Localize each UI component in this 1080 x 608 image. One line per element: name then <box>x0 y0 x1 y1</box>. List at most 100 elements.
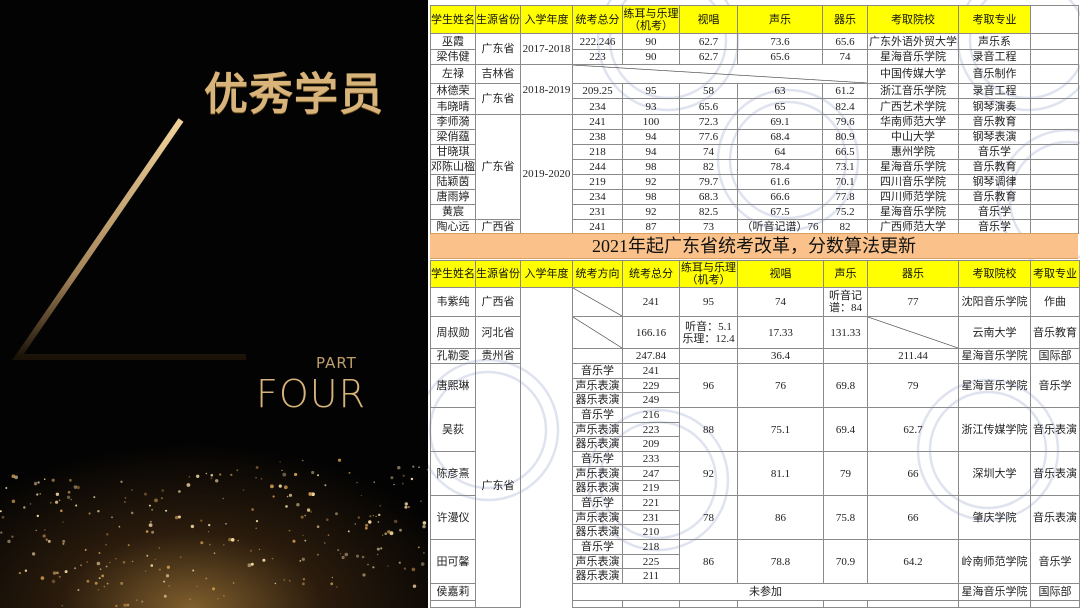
glitter-dot <box>146 554 149 557</box>
total-score: 241 <box>572 114 623 130</box>
blank-cell <box>1030 204 1079 220</box>
glitter-dot <box>94 581 98 585</box>
glitter-dot <box>403 567 406 570</box>
ear-theory-score: 92 <box>622 174 680 190</box>
ear-theory-score: 95 <box>622 83 680 99</box>
results-sheet <box>428 0 1080 608</box>
glitter-dot <box>368 520 372 524</box>
instrument-score: 211.44 <box>867 348 959 364</box>
student-name: 林德荣 <box>430 83 476 99</box>
glitter-dot <box>205 577 208 580</box>
total-score: 225 <box>622 554 680 569</box>
vocal-score: 75.8 <box>823 495 868 540</box>
student-name: 孔勒雯 <box>430 348 476 364</box>
total-score: 219 <box>572 174 623 190</box>
total-score: 234 <box>572 189 623 205</box>
glitter-dot <box>23 506 26 509</box>
glitter-dot <box>418 466 420 468</box>
glitter-dot <box>426 469 428 471</box>
student-name: 侯嘉莉 <box>430 583 476 601</box>
glitter-dot <box>411 567 416 572</box>
blank-cell <box>1030 144 1079 160</box>
total-score: 222.246 <box>572 33 623 50</box>
column-header: 练耳与乐理 （机考） <box>622 5 680 34</box>
glitter-dot <box>285 505 288 508</box>
glitter-dot <box>242 489 245 491</box>
glitter-dot <box>106 582 109 585</box>
column-header: 器乐 <box>867 260 959 288</box>
column-header: 考取专业 <box>1030 260 1080 288</box>
vocal-score: 69.8 <box>823 363 868 408</box>
glitter-dot <box>42 534 46 538</box>
admitted-school: 广东外语外贸大学 <box>867 33 959 50</box>
glitter-dot <box>402 474 405 477</box>
ear-theory-score: 92 <box>679 451 738 496</box>
admitted-major: 录音工程 <box>958 49 1031 65</box>
glitter-dot <box>222 497 224 500</box>
vocal-score: 66.6 <box>737 189 823 205</box>
student-name: 吴荻 <box>430 407 476 452</box>
sight-singing-score: 73 <box>679 219 738 234</box>
glitter-dot <box>420 562 425 566</box>
glitter-dot <box>251 508 255 511</box>
blank-cell <box>1030 174 1079 190</box>
glitter-dot <box>196 474 200 478</box>
instrument-score: 64.2 <box>867 539 959 584</box>
sight-singing-score: 78.8 <box>737 539 824 584</box>
enroll-year <box>520 287 573 608</box>
glitter-dot <box>186 483 191 487</box>
admitted-major: 音乐学 <box>1030 363 1080 408</box>
glitter-dot <box>255 466 259 469</box>
sight-singing-score: 62.7 <box>679 33 738 50</box>
column-header: 视唱 <box>679 5 738 34</box>
glitter-dot <box>286 495 289 498</box>
exam-direction: 音乐学 <box>572 451 623 467</box>
glitter-dot <box>365 523 369 527</box>
glitter-dot <box>86 579 90 583</box>
glitter-dot <box>217 598 219 600</box>
glitter-dot <box>337 549 340 552</box>
glitter-dot <box>77 589 80 591</box>
total-score: 241 <box>622 287 680 317</box>
glitter-dot <box>278 484 282 488</box>
glitter-dot <box>389 531 394 536</box>
admitted-major: 音乐学 <box>1030 539 1080 584</box>
sight-singing-score: 81.1 <box>737 451 824 496</box>
glitter-dot <box>192 569 195 572</box>
admitted-major: 音乐学 <box>958 204 1031 220</box>
glitter-dot <box>356 554 359 558</box>
column-header: 入学年度 <box>520 5 573 34</box>
vocal-score: 68.4 <box>737 129 823 145</box>
glitter-dot <box>296 503 300 507</box>
glitter-dot <box>99 568 102 570</box>
glitter-dot <box>327 534 330 536</box>
glitter-dot <box>230 538 235 542</box>
province: 河北省 <box>475 316 521 349</box>
admitted-major: 音乐表演 <box>1030 407 1080 452</box>
sight-singing-score: 72.3 <box>679 114 738 130</box>
glitter-dot <box>55 492 60 496</box>
section-title: 优秀学员 <box>204 69 384 120</box>
glitter-dot <box>311 470 315 475</box>
glitter-dot <box>348 471 351 474</box>
admitted-major: 音乐教育 <box>958 114 1031 130</box>
glitter-dot <box>141 600 144 603</box>
ear-theory-score: 98 <box>622 159 680 175</box>
glitter-dot <box>51 579 56 584</box>
ear-theory-score: 92 <box>622 204 680 220</box>
glitter-dot <box>148 504 151 507</box>
glitter-dot <box>122 561 126 564</box>
exam-direction: 声乐表演 <box>572 378 623 393</box>
glitter-dot <box>145 570 147 572</box>
empty-cell <box>737 600 824 608</box>
glitter-dot <box>361 555 365 559</box>
glitter-dot <box>324 542 326 544</box>
column-header: 视唱 <box>737 260 824 288</box>
instrument-score: 65.6 <box>822 33 868 50</box>
glitter-dot <box>0 510 2 513</box>
glitter-dot <box>375 515 377 518</box>
part-label: PART <box>316 354 357 372</box>
admitted-school: 浙江音乐学院 <box>867 83 959 99</box>
glitter-dot <box>76 485 80 490</box>
total-score: 233 <box>622 451 680 467</box>
